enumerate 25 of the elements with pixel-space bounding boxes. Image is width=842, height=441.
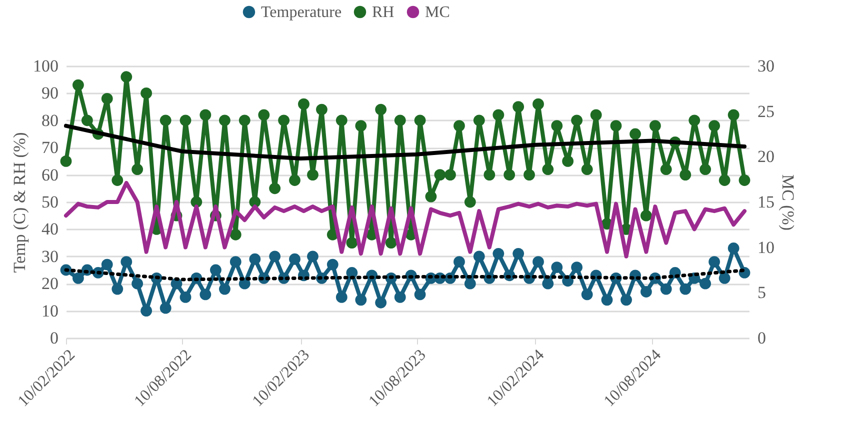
y-tick-label: 60 [42,165,58,184]
y2-axis-title: MC (%) [778,174,798,231]
y2-tick-label: 20 [758,147,774,166]
legend-label: RH [372,4,395,21]
y-tick-label: 50 [42,192,58,212]
y-tick-label: 100 [33,56,58,76]
y-tick-label: 90 [42,84,58,103]
y2-tick-label: 25 [758,102,774,121]
y-tick-label: 20 [42,274,58,294]
y-tick-label: 80 [42,110,58,130]
legend-label: Temperature [261,4,342,21]
y-tick-label: 30 [42,246,58,266]
y-tick-label: 0 [50,328,58,348]
y2-tick-label: 10 [758,238,774,257]
line-series [64,180,746,258]
y-tick-label: 70 [42,138,58,158]
line-series [64,124,746,160]
legend-label: MC [425,4,450,21]
y-tick-label: 40 [42,220,58,239]
y2-tick-label: 5 [758,283,766,302]
y-tick-label: 10 [42,301,58,320]
y2-tick-label: 15 [758,192,774,212]
y2-tick-label: 30 [758,56,774,76]
y-axis-title: Temp (C) & RH (%) [10,132,29,273]
y2-tick-label: 0 [758,328,766,348]
